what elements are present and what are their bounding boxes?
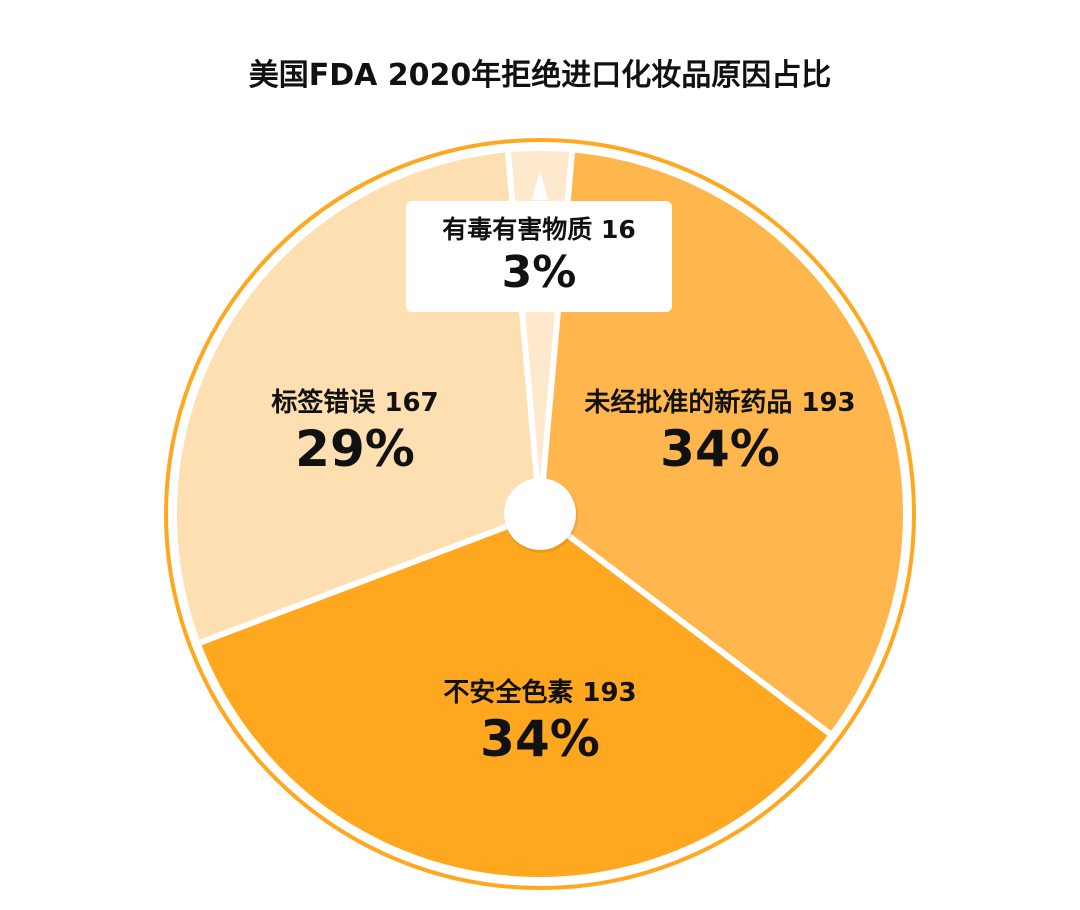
slice-label-unapproved-drugs: 未经批准的新药品 193 34% bbox=[555, 386, 885, 478]
slice-separator bbox=[197, 511, 542, 646]
center-hole bbox=[504, 478, 576, 550]
chart-title: 美国FDA 2020年拒绝进口化妆品原因占比 bbox=[248, 58, 832, 93]
slice-label-toxic: 有毒有害物质 16 3% bbox=[406, 213, 672, 299]
slice-percent: 29% bbox=[295, 420, 415, 478]
slice-percent: 34% bbox=[480, 710, 600, 768]
slice-name: 标签错误 167 bbox=[271, 388, 439, 418]
slice-name: 未经批准的新药品 193 bbox=[584, 388, 856, 418]
slice-name: 不安全色素 193 bbox=[443, 678, 637, 708]
slice-unsafe-colors bbox=[200, 514, 830, 878]
slice-name: 有毒有害物质 16 bbox=[442, 215, 636, 244]
slice-percent: 3% bbox=[501, 247, 577, 298]
slice-label-labeling-errors: 标签错误 167 29% bbox=[215, 386, 495, 478]
label-pointer bbox=[532, 170, 548, 200]
slice-separator bbox=[538, 511, 833, 737]
outer-ring bbox=[164, 138, 916, 890]
slice-percent: 34% bbox=[660, 420, 780, 478]
slice-label-unsafe-colors: 不安全色素 193 34% bbox=[390, 676, 690, 768]
toxic-label-box bbox=[406, 201, 672, 312]
